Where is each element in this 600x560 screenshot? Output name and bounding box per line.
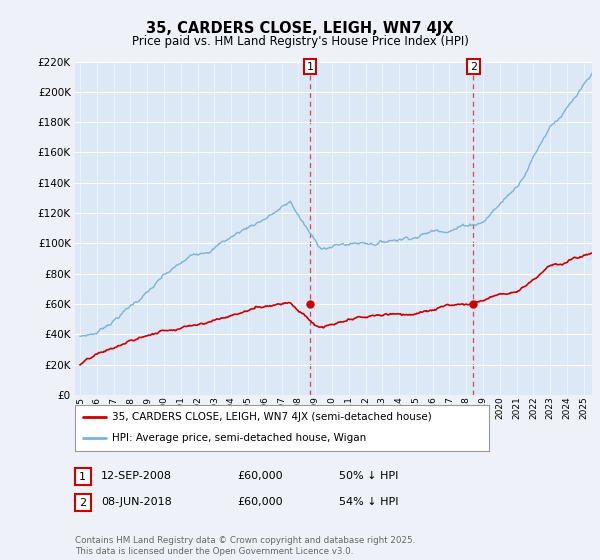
Text: £60,000: £60,000 — [237, 471, 283, 481]
Text: 2: 2 — [470, 62, 477, 72]
Text: Price paid vs. HM Land Registry's House Price Index (HPI): Price paid vs. HM Land Registry's House … — [131, 35, 469, 48]
Text: 08-JUN-2018: 08-JUN-2018 — [101, 497, 172, 507]
Text: 2: 2 — [79, 498, 86, 508]
Text: £60,000: £60,000 — [237, 497, 283, 507]
Text: 1: 1 — [79, 472, 86, 482]
Text: 12-SEP-2008: 12-SEP-2008 — [101, 471, 172, 481]
Text: HPI: Average price, semi-detached house, Wigan: HPI: Average price, semi-detached house,… — [112, 433, 367, 444]
Text: 54% ↓ HPI: 54% ↓ HPI — [339, 497, 398, 507]
Text: 35, CARDERS CLOSE, LEIGH, WN7 4JX: 35, CARDERS CLOSE, LEIGH, WN7 4JX — [146, 21, 454, 36]
Text: 35, CARDERS CLOSE, LEIGH, WN7 4JX (semi-detached house): 35, CARDERS CLOSE, LEIGH, WN7 4JX (semi-… — [112, 412, 432, 422]
Text: Contains HM Land Registry data © Crown copyright and database right 2025.
This d: Contains HM Land Registry data © Crown c… — [75, 536, 415, 556]
Text: 1: 1 — [307, 62, 314, 72]
Text: 50% ↓ HPI: 50% ↓ HPI — [339, 471, 398, 481]
